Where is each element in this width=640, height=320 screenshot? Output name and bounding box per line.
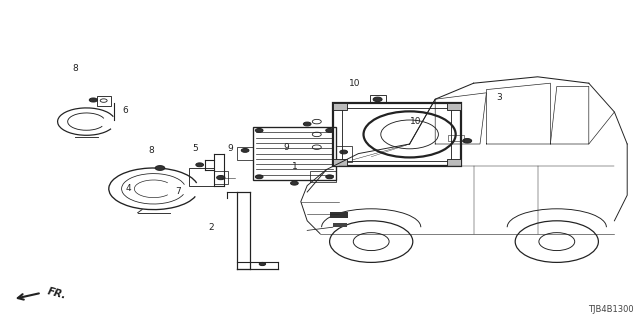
Text: 2: 2 — [209, 223, 214, 232]
Bar — [333, 103, 461, 166]
Circle shape — [463, 139, 472, 143]
Text: 9: 9 — [228, 144, 233, 153]
Bar — [333, 103, 347, 110]
Text: 8: 8 — [149, 146, 154, 155]
Text: FR.: FR. — [46, 286, 67, 301]
Circle shape — [259, 262, 266, 266]
Text: 9: 9 — [284, 143, 289, 152]
Circle shape — [303, 122, 311, 126]
Circle shape — [216, 175, 225, 180]
Text: 6: 6 — [122, 106, 127, 115]
Text: TJB4B1300: TJB4B1300 — [588, 305, 634, 314]
Circle shape — [155, 166, 165, 170]
Bar — [189, 168, 214, 186]
Circle shape — [326, 175, 333, 179]
Circle shape — [326, 128, 333, 132]
Circle shape — [291, 181, 298, 185]
Bar — [333, 223, 347, 227]
Circle shape — [196, 163, 204, 167]
Bar — [330, 212, 348, 218]
Bar — [310, 171, 336, 182]
Circle shape — [100, 99, 107, 102]
Text: 3: 3 — [497, 93, 502, 102]
Bar — [447, 158, 461, 166]
Text: 4: 4 — [125, 184, 131, 193]
Text: 5: 5 — [193, 144, 198, 153]
Text: 8: 8 — [73, 64, 78, 73]
Text: 1: 1 — [292, 162, 297, 171]
Bar — [448, 135, 464, 141]
Text: 10: 10 — [349, 79, 361, 88]
Circle shape — [255, 175, 263, 179]
Bar — [237, 147, 253, 160]
Bar — [214, 171, 228, 184]
Bar — [447, 103, 461, 110]
Bar — [333, 158, 347, 166]
Text: 10: 10 — [410, 117, 422, 126]
Bar — [336, 146, 352, 162]
Bar — [370, 95, 385, 103]
Circle shape — [90, 98, 97, 102]
Circle shape — [373, 97, 382, 102]
Circle shape — [241, 148, 249, 152]
Bar — [253, 127, 336, 180]
Circle shape — [340, 150, 348, 154]
Circle shape — [255, 128, 263, 132]
Bar — [342, 108, 451, 161]
Text: 7: 7 — [175, 187, 180, 196]
Bar — [97, 96, 111, 106]
